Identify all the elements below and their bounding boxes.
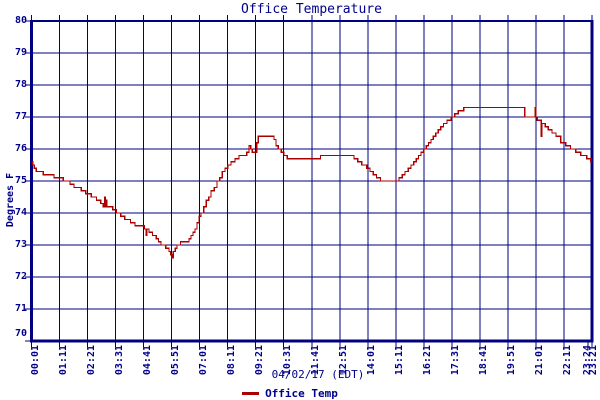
- y-tick-label: 78: [14, 79, 27, 90]
- y-tick-label: 72: [14, 271, 27, 282]
- y-tick-label: 79: [14, 47, 27, 58]
- y-tick-label: 77: [14, 111, 27, 122]
- temperature-series-line: [31, 106, 592, 259]
- y-tick-label: 74: [14, 207, 27, 218]
- legend-line-swatch: [242, 392, 260, 395]
- y-tick-label: 75: [14, 175, 27, 186]
- y-tick-label: 70: [14, 328, 27, 339]
- plot-frame: [30, 20, 594, 343]
- legend: Office Temp: [0, 387, 580, 400]
- y-tick-label: 80: [14, 15, 27, 26]
- legend-series-label: Office Temp: [265, 387, 338, 400]
- y-tick-label: 76: [14, 143, 27, 154]
- y-tick-label: 71: [14, 303, 27, 314]
- chart-title: Office Temperature: [241, 2, 382, 17]
- y-tick-label: 73: [14, 239, 27, 250]
- grid-lines: [31, 21, 592, 341]
- x-axis-date-label: 04/02/17 (EDT): [271, 368, 365, 381]
- axis-ticks: [25, 15, 593, 347]
